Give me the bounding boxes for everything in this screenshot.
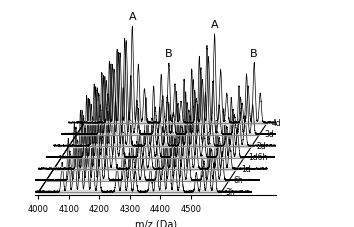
Text: 1d: 1d <box>241 164 251 173</box>
Text: 1d6h: 1d6h <box>249 153 268 161</box>
Text: 3h: 3h <box>226 187 236 196</box>
Text: B: B <box>165 49 173 59</box>
Text: A: A <box>129 12 136 22</box>
Text: 2d: 2d <box>256 141 266 150</box>
Text: 4d: 4d <box>272 118 281 127</box>
Text: A: A <box>211 20 218 30</box>
X-axis label: m/z (Da): m/z (Da) <box>135 219 177 227</box>
Text: 3d: 3d <box>264 130 274 138</box>
Text: 6h: 6h <box>233 175 243 184</box>
Text: B: B <box>250 49 258 59</box>
